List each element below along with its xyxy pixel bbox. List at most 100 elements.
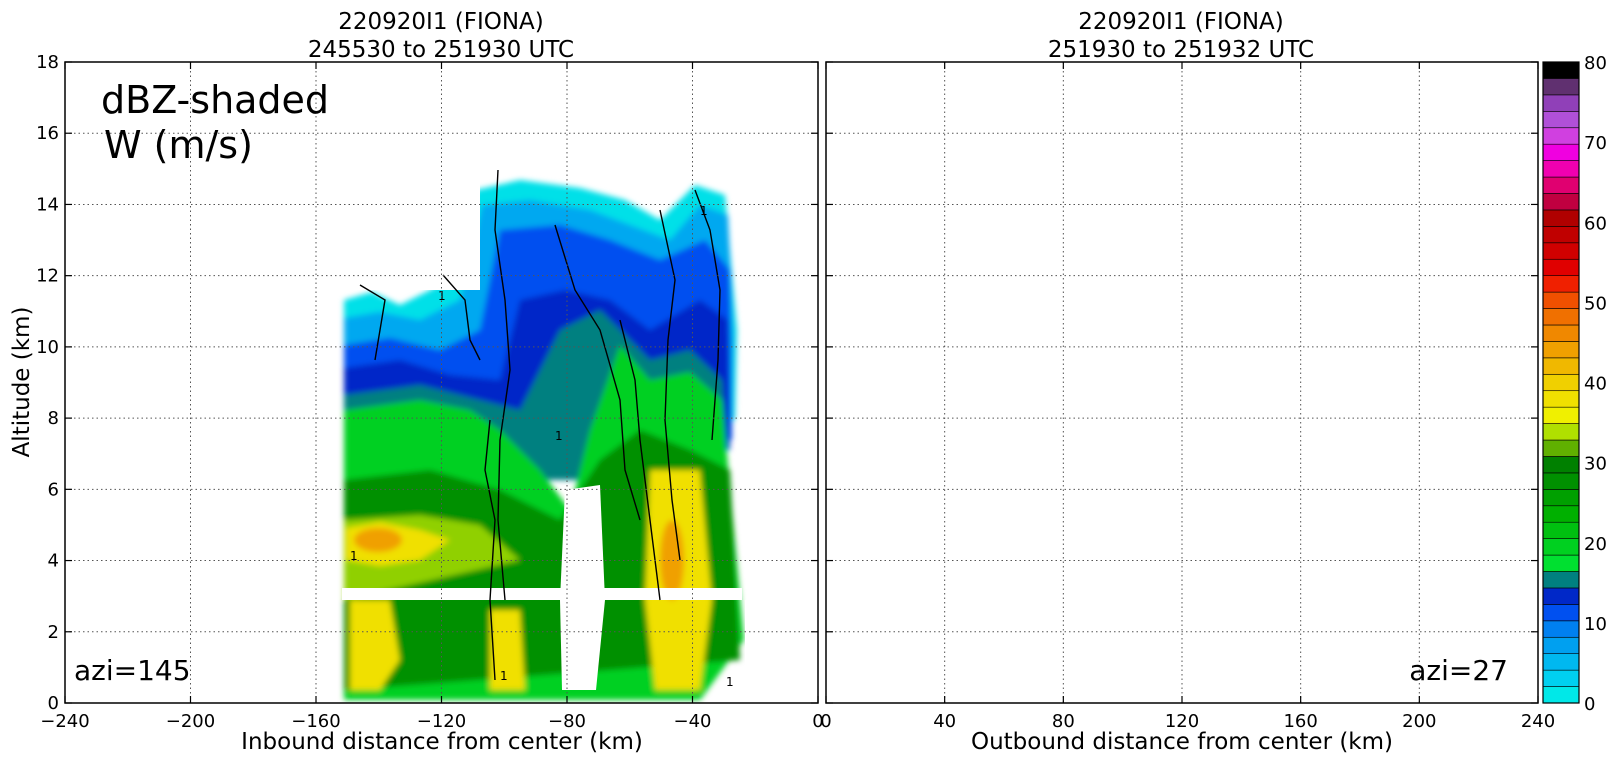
- colorbar-swatch: [1542, 472, 1580, 490]
- w-contour: [359, 284, 386, 361]
- left-annotation-dbz: dBZ-shaded: [101, 78, 329, 122]
- left-title-line2: 245530 to 251930 UTC: [308, 37, 574, 63]
- colorbar-swatch: [1542, 669, 1580, 687]
- w-contour: [494, 169, 511, 601]
- right-title-line1: 220920I1 (FIONA): [1078, 9, 1284, 35]
- y-tick-label: 4: [48, 551, 59, 572]
- colorbar-swatch: [1542, 324, 1580, 342]
- colorbar-swatch: [1542, 489, 1580, 507]
- colorbar-swatch: [1542, 193, 1580, 211]
- right-panel: 220920I1 (FIONA) 251930 to 251932 UTC 0 4…: [820, 9, 1555, 755]
- left-x-tick-label: −240: [40, 711, 89, 732]
- w-contour: [484, 419, 496, 681]
- right-title-line2: 251930 to 251932 UTC: [1048, 37, 1314, 63]
- colorbar-swatch: [1542, 341, 1580, 359]
- y-axis-label: Altitude (km): [9, 307, 35, 458]
- left-vertical-velocity-contours: [359, 169, 721, 681]
- left-title-line1: 220920I1 (FIONA): [338, 9, 544, 35]
- dbz-region-lower-yellow-2: [490, 610, 525, 690]
- colorbar-swatch: [1542, 554, 1580, 572]
- y-tick-label: 8: [48, 408, 59, 429]
- left-reflectivity-field: [330, 62, 818, 703]
- data-gap-lower-right: [745, 600, 818, 703]
- right-x-tick-label: 240: [1521, 711, 1555, 732]
- right-x-ticks: 0 40 80 120 160 200 240: [820, 62, 1555, 732]
- colorbar-swatch: [1542, 160, 1580, 178]
- y-tick-label: 14: [36, 194, 59, 215]
- colorbar-tick-label: 10: [1584, 614, 1607, 635]
- left-x-tick-label: −120: [417, 711, 466, 732]
- left-x-tick-label: −40: [674, 711, 712, 732]
- data-gap-horizontal: [342, 588, 742, 600]
- y-tick-label: 16: [36, 123, 59, 144]
- colorbar-swatch: [1542, 390, 1580, 408]
- colorbar-tick-label: 0: [1584, 694, 1595, 715]
- left-annotation-azimuth: azi=145: [74, 654, 191, 687]
- left-x-ticks: −240 −200 −160 −120 −80 −40 0: [40, 62, 824, 732]
- colorbar-swatch: [1542, 61, 1580, 79]
- colorbar-tick-labels: 0 10 20 30 40 50 60 70 80: [1584, 53, 1607, 715]
- dbz-region-brightband-core: [354, 528, 402, 552]
- colorbar-swatch: [1542, 587, 1580, 605]
- w-contour-label: 1: [500, 669, 508, 683]
- colorbar-swatch: [1542, 620, 1580, 638]
- left-y-ticks: 0 2 4 6 8 10 12 14 16 18: [36, 52, 59, 714]
- y-tick-label: 12: [36, 266, 59, 287]
- right-x-tick-label: 120: [1165, 711, 1199, 732]
- w-contour-label: 1: [350, 549, 358, 563]
- colorbar-swatch: [1542, 373, 1580, 392]
- colorbar-tick-label: 30: [1584, 454, 1607, 475]
- colorbar-swatch: [1542, 521, 1580, 539]
- left-panel: 220920I1 (FIONA) 245530 to 251930 UTC: [9, 9, 824, 755]
- y-tick-label: 18: [36, 52, 59, 73]
- colorbar-swatch: [1542, 686, 1580, 704]
- left-x-tick-label: 0: [812, 711, 823, 732]
- w-contour-label: 1: [555, 429, 563, 443]
- w-contour: [659, 209, 681, 561]
- colorbar-swatch: [1542, 78, 1580, 96]
- colorbar-tick-label: 50: [1584, 293, 1607, 314]
- w-contour: [619, 319, 661, 601]
- left-annotation-w: W (m/s): [104, 123, 253, 167]
- right-x-tick-label: 160: [1283, 711, 1317, 732]
- y-tick-label: 6: [48, 479, 59, 500]
- right-grid: [826, 61, 1538, 704]
- colorbar-swatch: [1542, 111, 1580, 129]
- left-x-tick-label: −80: [548, 711, 586, 732]
- w-contour: [442, 274, 481, 361]
- right-x-axis-label: Outbound distance from center (km): [971, 729, 1393, 755]
- right-x-tick-label: 40: [933, 711, 956, 732]
- colorbar-swatch: [1542, 423, 1580, 441]
- colorbar-swatch: [1542, 143, 1580, 161]
- colorbar-swatch: [1542, 636, 1580, 654]
- colorbar-tick-label: 80: [1584, 53, 1607, 74]
- w-contour-label: 1: [726, 675, 734, 689]
- colorbar-swatch: [1542, 653, 1580, 671]
- colorbar-swatch: [1542, 571, 1580, 589]
- colorbar-swatch: [1542, 226, 1580, 244]
- data-gap-top-left: [330, 62, 480, 290]
- colorbar-swatch: [1542, 505, 1580, 523]
- colorbar-tick-label: 20: [1584, 534, 1607, 555]
- left-x-axis-label: Inbound distance from center (km): [241, 729, 643, 755]
- right-x-tick-label: 80: [1052, 711, 1075, 732]
- colorbar-swatch: [1542, 604, 1580, 622]
- w-contour: [554, 224, 641, 521]
- left-x-tick-label: −160: [291, 711, 340, 732]
- colorbar-swatch: [1542, 209, 1580, 227]
- colorbar-tick-label: 70: [1584, 133, 1607, 154]
- colorbar: 0 10 20 30 40 50 60 70 80: [1542, 53, 1607, 715]
- colorbar-swatch: [1542, 357, 1580, 375]
- colorbar-swatch: [1542, 538, 1580, 556]
- colorbar-swatch: [1542, 176, 1580, 194]
- y-tick-label: 10: [36, 337, 59, 358]
- y-tick-label: 0: [48, 693, 59, 714]
- colorbar-swatch: [1542, 275, 1580, 293]
- colorbar-tick-label: 40: [1584, 374, 1607, 395]
- colorbar-swatch: [1542, 308, 1580, 326]
- right-x-tick-label: 200: [1402, 711, 1436, 732]
- colorbar-swatch: [1542, 291, 1580, 309]
- colorbar-swatch: [1542, 439, 1580, 457]
- w-contour: [694, 189, 721, 441]
